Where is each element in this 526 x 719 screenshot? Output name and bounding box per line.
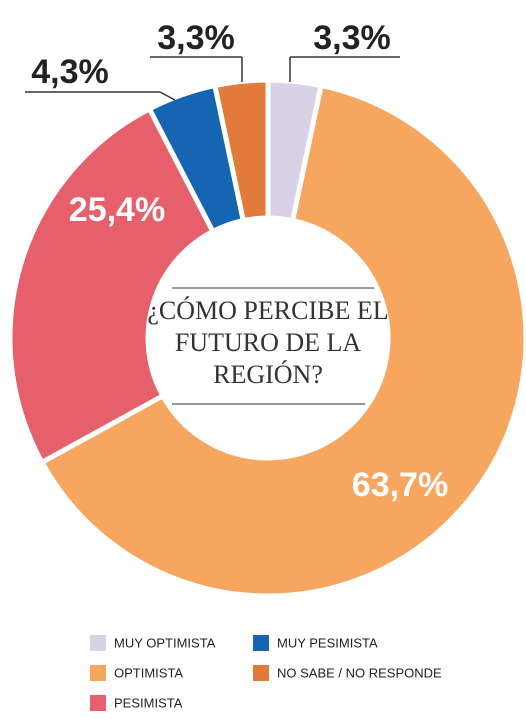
value-label: 3,3% [157,19,235,57]
donut-segment [7,105,217,466]
chart-title: FUTURO DE LA [175,328,362,357]
legend-swatch [90,695,106,711]
donut-segment [211,77,271,224]
chart-title: REGIÓN? [213,360,323,389]
legend-swatch [90,665,106,681]
chart-title: ¿CÓMO PERCIBE EL [147,296,388,325]
legend-label: OPTIMISTA [114,665,183,680]
legend-label: PESIMISTA [114,695,183,710]
value-label: 4,3% [31,53,109,91]
value-label: 25,4% [69,191,165,229]
value-label: 63,7% [352,466,448,504]
legend-swatch [253,635,269,651]
value-label: 3,3% [313,19,391,57]
legend-swatch [90,635,106,651]
legend-label: NO SABE / NO RESPONDE [277,665,442,680]
legend-label: MUY PESIMISTA [277,635,378,650]
legend-label: MUY OPTIMISTA [114,635,216,650]
donut-segment [38,82,526,599]
leader-line [159,91,176,101]
legend-swatch [253,665,269,681]
